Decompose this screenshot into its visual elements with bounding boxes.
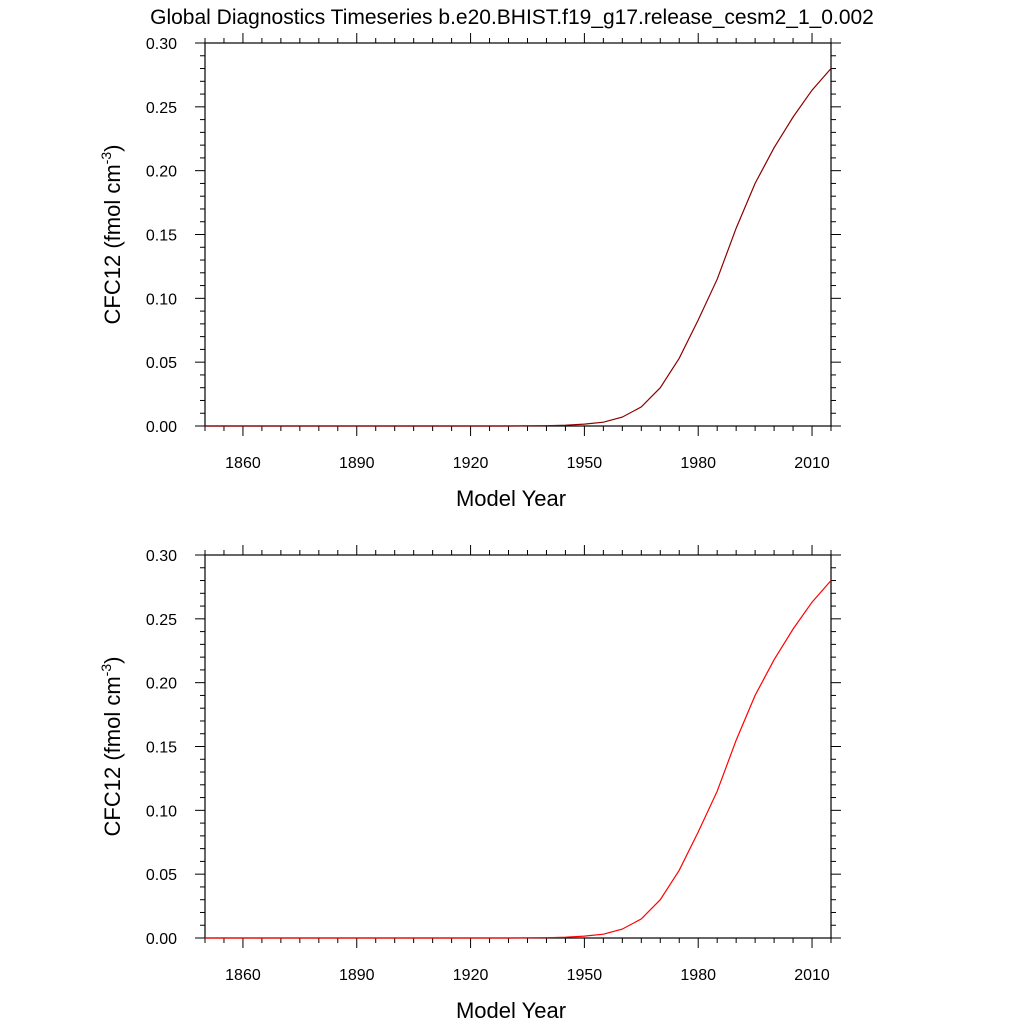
y-tick-label: 0.15	[146, 740, 177, 757]
plot-frame	[204, 42, 832, 427]
y-axis-label-text: CFC12 (fmol cm	[100, 164, 125, 324]
y-tick-label: 0.05	[146, 867, 177, 884]
y-axis-label: CFC12 (fmol cm-3)	[98, 145, 125, 325]
y-tick-label: 0.30	[146, 36, 177, 53]
y-tick-label: 0.25	[146, 100, 177, 117]
x-tick-label: 1860	[225, 967, 261, 984]
y-tick-label: 0.20	[146, 676, 177, 693]
y-axis-label-paren: )	[100, 657, 125, 664]
x-axis-label: Model Year	[456, 486, 566, 511]
y-tick-label: 0.00	[146, 419, 177, 436]
y-axis-label-paren: )	[100, 145, 125, 152]
x-tick-label: 1950	[567, 967, 603, 984]
series-line	[205, 68, 832, 427]
x-tick-label: 1860	[225, 455, 261, 472]
x-tick-label: 2010	[794, 455, 830, 472]
x-tick-label: 2010	[794, 967, 830, 984]
y-tick-label: 0.10	[146, 803, 177, 820]
y-axis-label: CFC12 (fmol cm-3)	[98, 657, 125, 837]
x-tick-label: 1980	[680, 967, 716, 984]
x-tick-label: 1890	[339, 967, 375, 984]
series-line	[205, 580, 832, 939]
y-axis-label-superscript: -3	[98, 152, 114, 165]
y-axis-label-superscript: -3	[98, 664, 114, 677]
plot-top: 1860 1890 1920 1950 1980 2010 0.00 0.05 0.10 0.15…	[98, 33, 841, 511]
plot-frame	[204, 554, 832, 939]
x-tick-label: 1920	[453, 967, 489, 984]
x-tick-label: 1920	[453, 455, 489, 472]
x-tick-label: 1980	[680, 455, 716, 472]
y-tick-label: 0.30	[146, 548, 177, 565]
y-tick-label: 0.00	[146, 931, 177, 948]
y-tick-label: 0.15	[146, 228, 177, 245]
y-tick-label: 0.25	[146, 612, 177, 629]
chart-title: Global Diagnostics Timeseries b.e20.BHIS…	[150, 6, 874, 29]
y-axis-label-text: CFC12 (fmol cm	[100, 676, 125, 836]
plot-bottom: 1860 1890 1920 1950 1980 2010 0.00 0.05 0.10 0.15…	[98, 545, 841, 1023]
x-tick-label: 1890	[339, 455, 375, 472]
y-tick-label: 0.20	[146, 164, 177, 181]
x-axis-label: Model Year	[456, 998, 566, 1023]
y-tick-label: 0.10	[146, 291, 177, 308]
x-tick-label: 1950	[567, 455, 603, 472]
y-tick-label: 0.05	[146, 355, 177, 372]
